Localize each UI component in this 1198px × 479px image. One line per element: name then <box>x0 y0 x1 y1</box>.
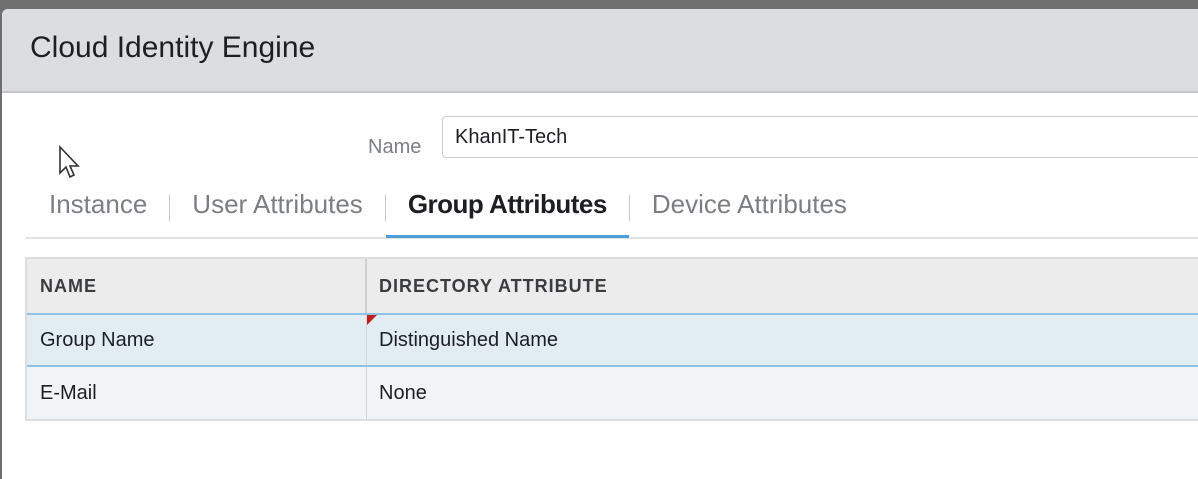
modified-flag-icon <box>367 315 377 325</box>
name-input[interactable] <box>442 116 1198 158</box>
tab-bar: Instance User Attributes Group Attribute… <box>25 179 1198 239</box>
tab-instance[interactable]: Instance <box>49 189 148 219</box>
cloud-identity-engine-dialog: Cloud Identity Engine Name Instance User… <box>2 9 1198 479</box>
cell-value: Distinguished Name <box>379 328 558 351</box>
column-header-directory-attribute[interactable]: DIRECTORY ATTRIBUTE <box>379 275 608 296</box>
table-row[interactable]: E-Mail None <box>27 367 1198 419</box>
tab-user-attributes[interactable]: User Attributes <box>192 189 363 219</box>
table-header: NAME DIRECTORY ATTRIBUTE <box>27 259 1198 313</box>
cell-directory-attribute[interactable]: Distinguished Name <box>367 315 558 365</box>
name-label: Name <box>368 136 422 158</box>
cell-name: Group Name <box>27 315 367 365</box>
cell-name: E-Mail <box>27 367 367 419</box>
dialog-title: Cloud Identity Engine <box>30 31 316 64</box>
mouse-pointer-icon <box>59 145 80 179</box>
column-header-name[interactable]: NAME <box>27 259 367 313</box>
tab-divider <box>384 195 386 221</box>
cell-directory-attribute[interactable]: None <box>379 381 427 404</box>
table-row[interactable]: Group Name Distinguished Name <box>27 313 1198 367</box>
tab-group-attributes[interactable]: Group Attributes <box>385 180 629 238</box>
tab-divider <box>169 195 171 221</box>
tab-divider <box>628 195 630 221</box>
group-attributes-table: NAME DIRECTORY ATTRIBUTE Group Name Dist… <box>25 257 1198 421</box>
dialog-header: Cloud Identity Engine <box>2 9 1198 93</box>
tab-device-attributes[interactable]: Device Attributes <box>651 189 847 219</box>
